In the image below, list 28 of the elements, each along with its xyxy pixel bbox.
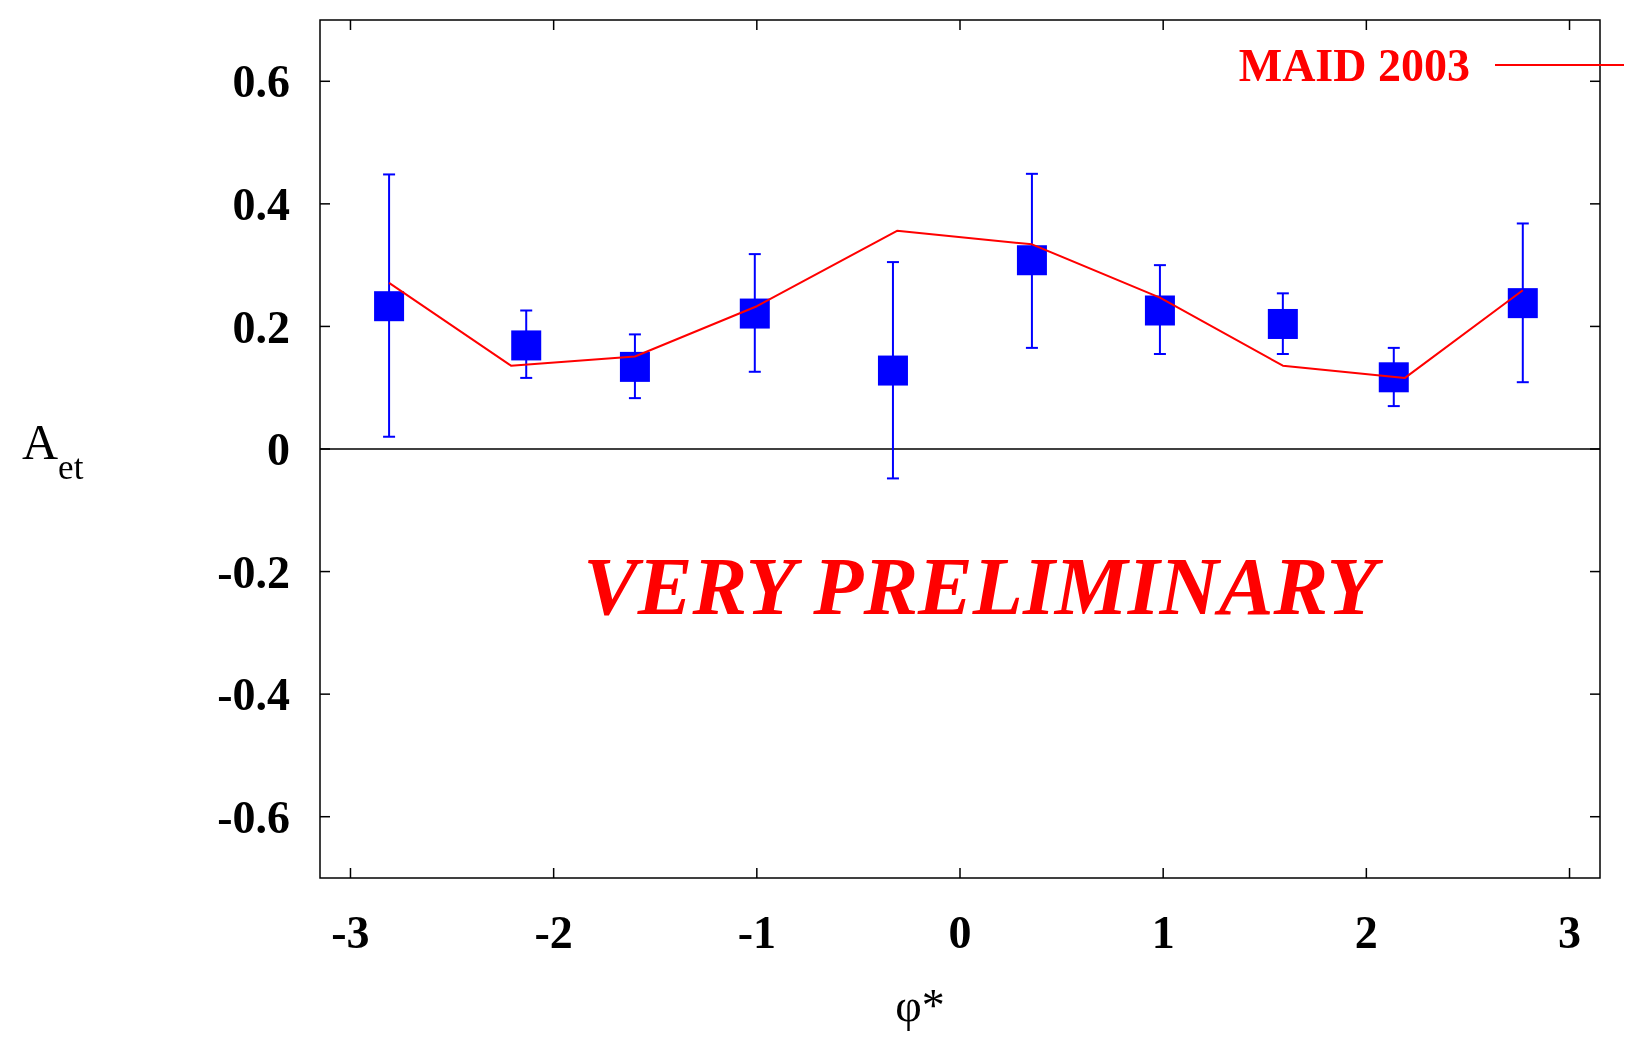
point [1016, 245, 1047, 276]
x-tick-label: 0 [948, 907, 972, 958]
point [1267, 308, 1298, 339]
x-tick-label: -3 [331, 907, 370, 958]
x-tick-label: 2 [1354, 907, 1378, 958]
y-tick-label: -0.2 [217, 546, 290, 598]
point [1144, 295, 1175, 326]
annotation: VERY PRELIMINARY [583, 541, 1384, 633]
y-tick-label: -0.4 [217, 669, 290, 721]
y-axis-title: A$_{et}$ [22, 414, 84, 487]
point [1507, 288, 1538, 319]
legend-label: MAID 2003 [1238, 40, 1470, 92]
y-tick-label: -0.6 [217, 791, 290, 843]
x-tick-label: 3 [1558, 907, 1582, 958]
y-tick-label: 0 [267, 424, 290, 476]
point [877, 355, 908, 386]
point [511, 330, 542, 361]
x-tick-label: -1 [737, 907, 776, 958]
x-tick-label: 1 [1151, 907, 1175, 958]
point [1378, 362, 1409, 393]
y-tick-label: 0.4 [232, 178, 290, 230]
point [739, 298, 770, 329]
y-tick-label: 0.6 [232, 56, 290, 108]
x-tick-label: -2 [534, 907, 573, 958]
point [374, 291, 405, 322]
point [619, 351, 650, 382]
y-tick-label: 0.2 [232, 301, 290, 353]
x-axis-title: φ* [895, 980, 945, 1031]
